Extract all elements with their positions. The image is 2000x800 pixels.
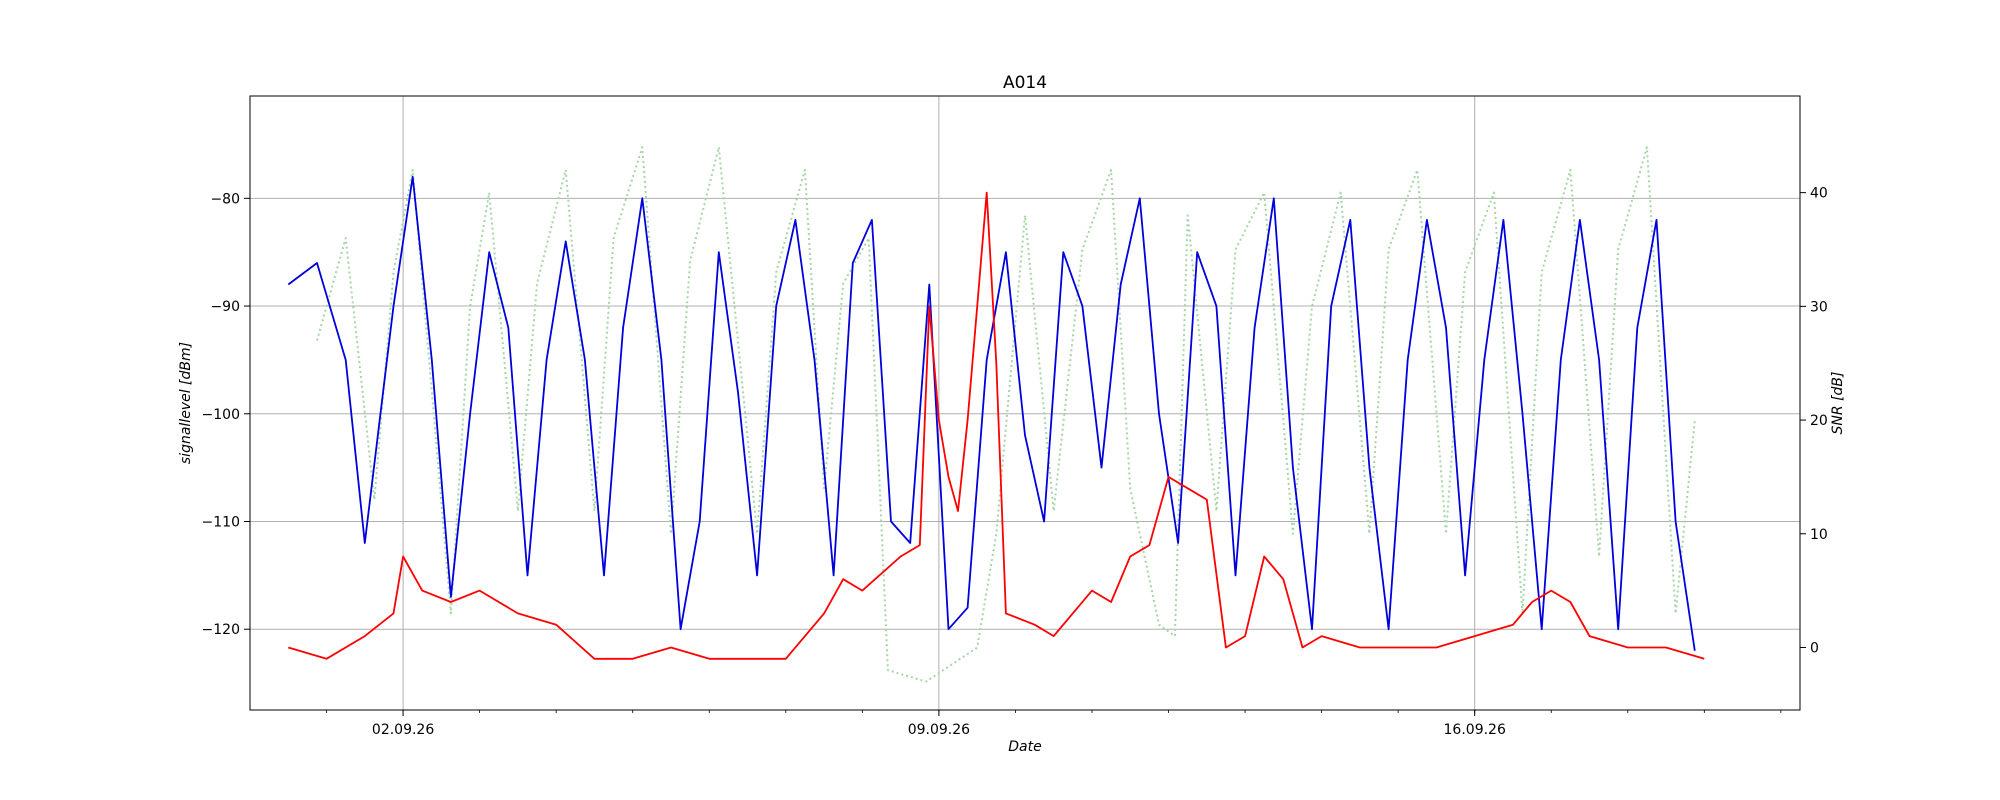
axes: 02.09.26 09.09.26 16.09.26 −80 −90 −100 −110 −1… bbox=[202, 186, 1828, 738]
y-axis-left-label: signallevel [dBm] bbox=[178, 342, 194, 464]
x-tick-label: 16.09.26 bbox=[1444, 722, 1506, 738]
x-tick-label: 09.09.26 bbox=[908, 722, 970, 738]
y-right-tick-label: 10 bbox=[1810, 527, 1828, 543]
series-line-2 bbox=[287, 175, 1696, 651]
y-axis-right-label: SNR [dB] bbox=[1830, 372, 1846, 435]
series-layer bbox=[287, 146, 1705, 683]
y-left-tick-label: −90 bbox=[210, 299, 240, 315]
y-left-tick-label: −80 bbox=[210, 191, 240, 207]
series-line-3 bbox=[288, 191, 1705, 660]
y-right-tick-label: 20 bbox=[1810, 413, 1828, 429]
y-right-tick-label: 0 bbox=[1810, 640, 1819, 656]
y-left-tick-label: −110 bbox=[202, 514, 240, 530]
y-right-tick-label: 30 bbox=[1810, 299, 1828, 315]
y-right-tick-label: 40 bbox=[1810, 186, 1828, 202]
y-left-tick-label: −100 bbox=[202, 407, 240, 423]
plot-frame bbox=[249, 95, 1801, 711]
y-left-tick-label: −120 bbox=[202, 622, 240, 638]
x-axis-label: Date bbox=[1008, 739, 1041, 755]
chart-title: A014 bbox=[1003, 73, 1047, 93]
x-tick-label: 02.09.26 bbox=[372, 722, 434, 738]
series-line-1 bbox=[316, 146, 1696, 683]
